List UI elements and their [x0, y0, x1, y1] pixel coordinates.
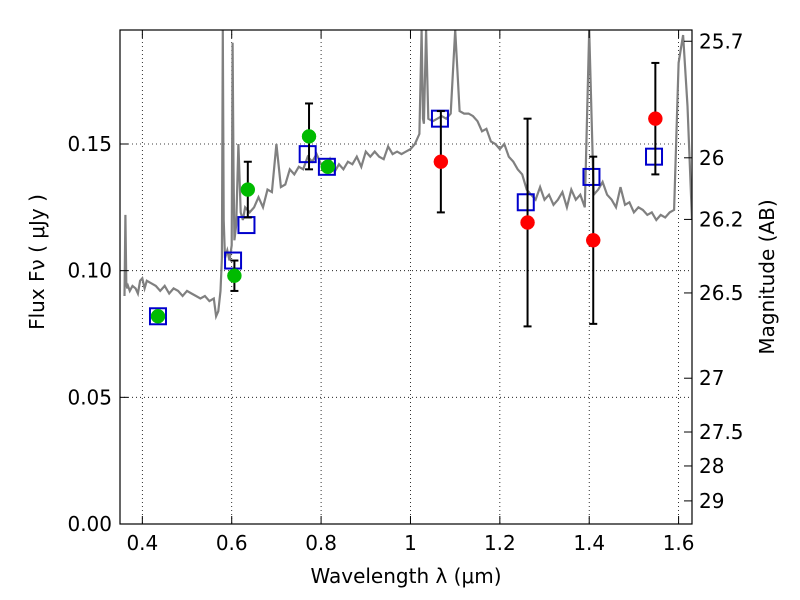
x-tick-label: 1.2: [484, 531, 516, 555]
x-tick-label: 0.8: [305, 531, 337, 555]
axis-ticks: 0.4 0.6 0.8 1 1.2 1.4 1.6 0.00 0.05 0.10 0.15 25.7 2…: [67, 29, 743, 555]
right-tick-label: 27: [699, 366, 724, 390]
right-tick-label: 26: [699, 146, 724, 170]
x-tick-label: 1.6: [663, 531, 695, 555]
model-point-square: [582, 167, 601, 186]
y-axis-label: Flux Fν ( μJy ): [25, 194, 49, 330]
right-tick-label: 26.5: [699, 281, 744, 305]
model-point-square: [148, 307, 167, 326]
right-axis-label: Magnitude (AB): [755, 199, 779, 354]
data-point-circle: [301, 129, 317, 144]
model-point-square: [237, 216, 256, 235]
y-tick-label: 0.05: [67, 385, 112, 409]
y-tick-label: 0.00: [67, 512, 112, 536]
x-tick-label: 1: [404, 531, 417, 555]
data-point-circle: [520, 215, 535, 230]
data-points: [148, 61, 664, 328]
x-tick-label: 1.4: [573, 531, 605, 555]
data-point-circle: [240, 182, 256, 197]
right-tick-label: 28: [699, 454, 724, 478]
right-tick-label: 26.2: [699, 207, 744, 231]
data-point-circle: [320, 159, 336, 175]
plot-frame: [119, 29, 693, 525]
y-tick-label: 0.15: [67, 132, 112, 156]
x-tick-label: 0.4: [126, 531, 158, 555]
model-point-square: [224, 251, 243, 270]
data-point-circle: [585, 233, 601, 248]
data-point-circle: [648, 111, 663, 126]
model-point-square: [645, 147, 664, 166]
right-tick-label: 29: [699, 489, 724, 513]
x-tick-label: 0.6: [216, 531, 248, 555]
right-tick-label: 27.5: [699, 420, 744, 444]
grid-lines: [120, 30, 692, 524]
data-point-circle: [227, 268, 242, 283]
x-axis-label: Wavelength λ (μm): [310, 564, 501, 588]
data-point-circle: [150, 309, 166, 324]
right-tick-label: 25.7: [699, 29, 744, 53]
model-point-square: [516, 193, 535, 212]
y-tick-label: 0.10: [67, 259, 112, 283]
model-spectrum-line: [123, 30, 692, 321]
data-point-circle: [433, 154, 449, 169]
model-point-square: [298, 145, 317, 164]
